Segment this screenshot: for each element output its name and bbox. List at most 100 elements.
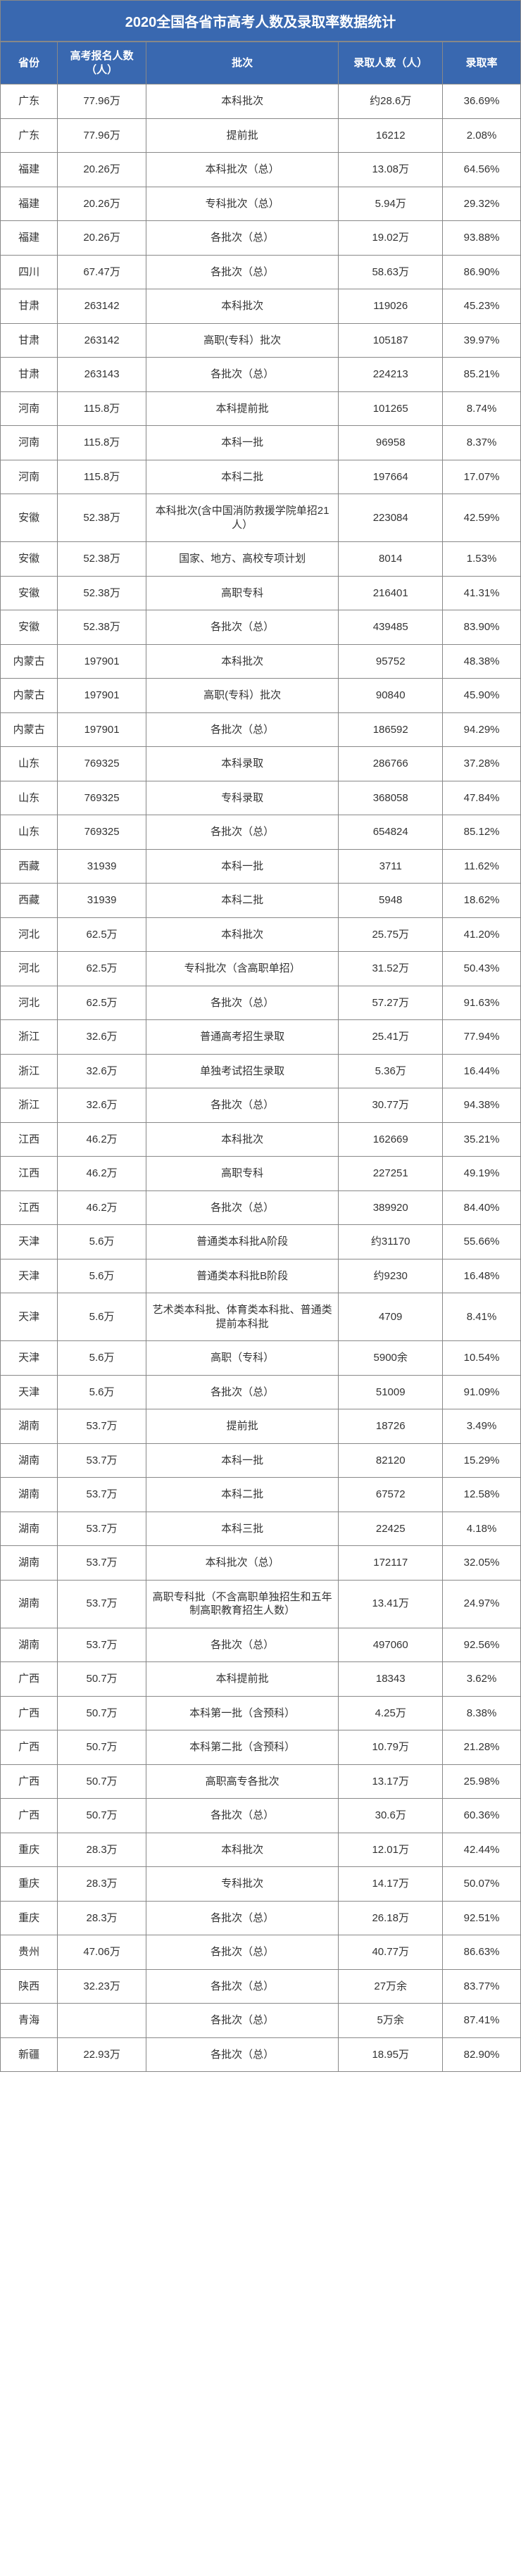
header-row: 省份 高考报名人数（人） 批次 录取人数（人） 录取率 [1,42,521,84]
cell-batch: 单独考试招生录取 [146,1054,338,1088]
cell-province: 西藏 [1,849,58,884]
cell-rate: 10.54% [443,1341,521,1376]
cell-admitted: 30.6万 [339,1799,443,1833]
cell-admitted: 5948 [339,884,443,918]
cell-admitted: 12.01万 [339,1833,443,1867]
cell-province: 湖南 [1,1478,58,1512]
cell-batch: 本科一批 [146,426,338,460]
cell-admitted: 约9230 [339,1259,443,1293]
table-row: 湖南53.7万本科批次（总）17211732.05% [1,1546,521,1581]
cell-province: 河北 [1,986,58,1020]
cell-applicants: 62.5万 [58,952,146,986]
cell-batch: 本科二批 [146,884,338,918]
cell-applicants: 769325 [58,781,146,815]
cell-province: 陕西 [1,1969,58,2004]
cell-admitted: 57.27万 [339,986,443,1020]
table-row: 湖南53.7万本科一批8212015.29% [1,1443,521,1478]
cell-admitted: 95752 [339,644,443,679]
cell-province: 广西 [1,1764,58,1799]
table-row: 浙江32.6万普通高考招生录取25.41万77.94% [1,1020,521,1055]
cell-batch: 高职(专科）批次 [146,679,338,713]
cell-province: 浙江 [1,1054,58,1088]
cell-admitted: 439485 [339,610,443,645]
cell-province: 安徽 [1,494,58,542]
cell-rate: 48.38% [443,644,521,679]
cell-province: 福建 [1,221,58,256]
cell-province: 山东 [1,781,58,815]
cell-batch: 高职专科 [146,576,338,610]
header-province: 省份 [1,42,58,84]
table-row: 广西50.7万高职高专各批次13.17万25.98% [1,1764,521,1799]
cell-applicants: 31939 [58,849,146,884]
cell-rate: 16.44% [443,1054,521,1088]
cell-admitted: 119026 [339,289,443,324]
cell-rate: 85.12% [443,815,521,850]
cell-rate: 86.63% [443,1935,521,1970]
cell-province: 江西 [1,1157,58,1191]
cell-admitted: 67572 [339,1478,443,1512]
table-row: 西藏31939本科二批594818.62% [1,884,521,918]
cell-rate: 41.20% [443,917,521,952]
table-row: 青海各批次（总）5万余87.41% [1,2004,521,2038]
cell-admitted: 10.79万 [339,1730,443,1765]
cell-batch: 各批次（总） [146,1969,338,2004]
cell-rate: 92.51% [443,1901,521,1935]
cell-rate: 47.84% [443,781,521,815]
cell-rate: 18.62% [443,884,521,918]
cell-province: 福建 [1,153,58,187]
cell-batch: 各批次（总） [146,1935,338,1970]
cell-province: 青海 [1,2004,58,2038]
cell-admitted: 16212 [339,118,443,153]
cell-rate: 87.41% [443,2004,521,2038]
cell-batch: 各批次（总） [146,986,338,1020]
cell-rate: 1.53% [443,542,521,577]
cell-admitted: 13.08万 [339,153,443,187]
cell-rate: 60.36% [443,1799,521,1833]
cell-rate: 35.21% [443,1122,521,1157]
cell-admitted: 30.77万 [339,1088,443,1123]
table-row: 天津5.6万普通类本科批B阶段约923016.48% [1,1259,521,1293]
cell-province: 湖南 [1,1409,58,1444]
cell-applicants: 50.7万 [58,1662,146,1697]
table-row: 安徽52.38万本科批次(含中国消防救援学院单招21人）22308442.59% [1,494,521,542]
cell-batch: 本科批次 [146,917,338,952]
cell-admitted: 40.77万 [339,1935,443,1970]
table-row: 江西46.2万高职专科22725149.19% [1,1157,521,1191]
cell-admitted: 96958 [339,426,443,460]
table-row: 福建20.26万本科批次（总）13.08万64.56% [1,153,521,187]
cell-admitted: 223084 [339,494,443,542]
statistics-table: 省份 高考报名人数（人） 批次 录取人数（人） 录取率 广东77.96万本科批次… [0,42,521,2072]
cell-rate: 11.62% [443,849,521,884]
cell-rate: 16.48% [443,1259,521,1293]
table-title: 2020全国各省市高考人数及录取率数据统计 [0,0,521,42]
cell-applicants: 52.38万 [58,610,146,645]
cell-rate: 77.94% [443,1020,521,1055]
cell-province: 福建 [1,187,58,221]
cell-province: 山东 [1,815,58,850]
cell-admitted: 3711 [339,849,443,884]
cell-batch: 专科批次 [146,1867,338,1902]
cell-province: 河北 [1,952,58,986]
cell-rate: 64.56% [443,153,521,187]
cell-applicants: 197901 [58,679,146,713]
cell-applicants: 32.23万 [58,1969,146,2004]
cell-applicants: 50.7万 [58,1696,146,1730]
cell-province: 河南 [1,391,58,426]
cell-admitted: 19.02万 [339,221,443,256]
cell-admitted: 13.41万 [339,1580,443,1628]
cell-applicants: 52.38万 [58,494,146,542]
table-row: 河北62.5万各批次（总）57.27万91.63% [1,986,521,1020]
cell-batch: 高职高专各批次 [146,1764,338,1799]
cell-batch: 各批次（总） [146,1088,338,1123]
cell-applicants: 5.6万 [58,1375,146,1409]
cell-admitted: 389920 [339,1190,443,1225]
cell-admitted: 4.25万 [339,1696,443,1730]
cell-applicants: 53.7万 [58,1478,146,1512]
cell-province: 广东 [1,118,58,153]
cell-applicants: 52.38万 [58,576,146,610]
cell-province: 甘肃 [1,289,58,324]
cell-rate: 36.69% [443,84,521,119]
cell-admitted: 31.52万 [339,952,443,986]
cell-admitted: 58.63万 [339,255,443,289]
cell-applicants: 50.7万 [58,1764,146,1799]
